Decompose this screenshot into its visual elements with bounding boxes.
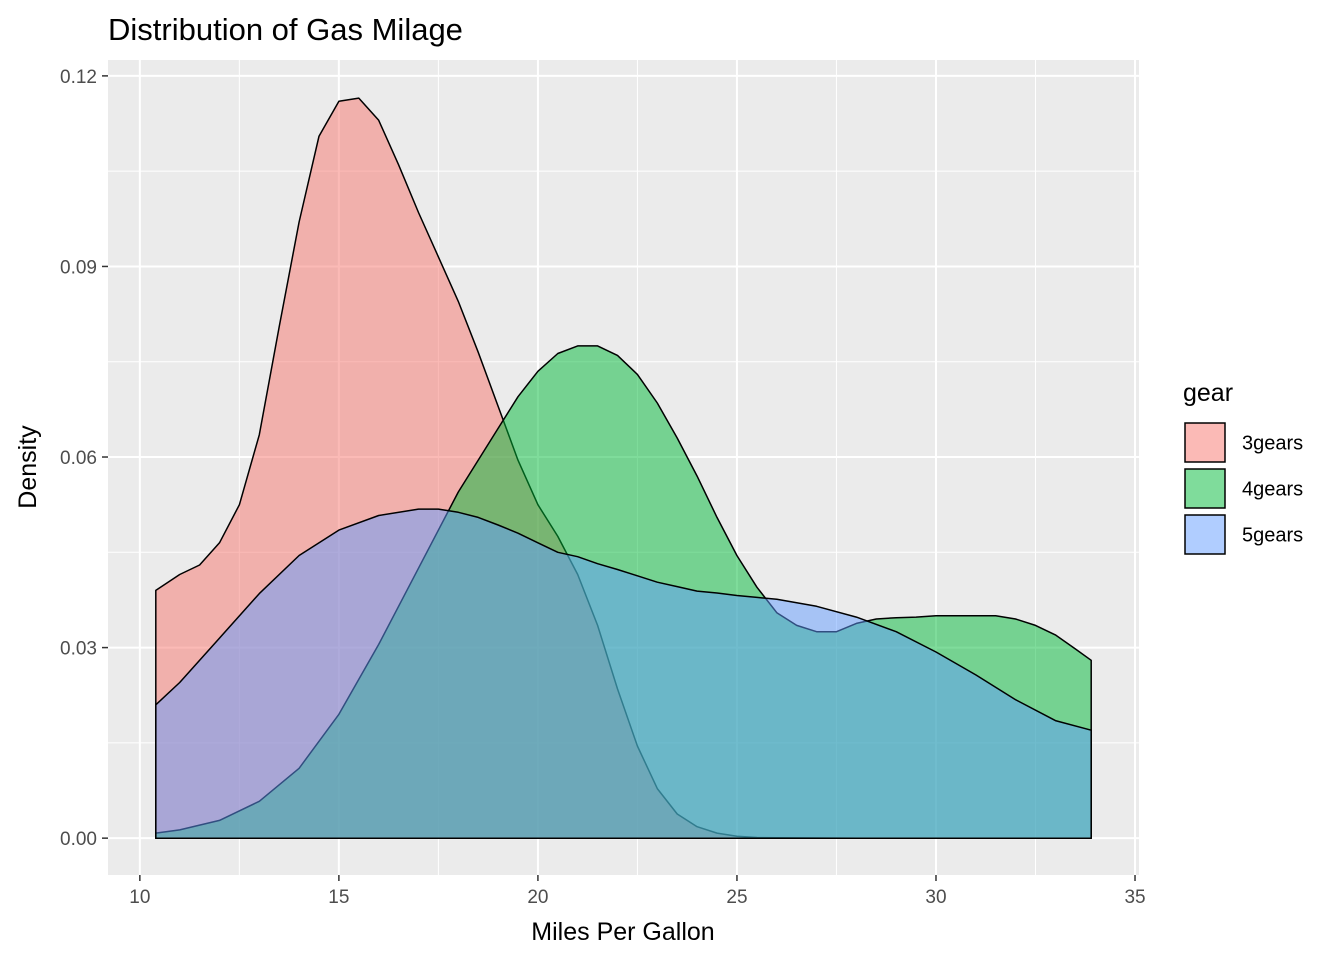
x-tick-label: 25	[726, 887, 747, 908]
legend-label: 4gears	[1242, 479, 1303, 501]
legend: gear 3gears 4gears 5gears	[1183, 379, 1303, 555]
chart-title: Distribution of Gas Milage	[108, 12, 463, 47]
legend-label: 3gears	[1242, 433, 1303, 455]
x-tick-label: 20	[527, 887, 548, 908]
y-tick-label: 0.03	[60, 639, 97, 660]
x-tick-label: 30	[925, 887, 946, 908]
legend-label: 5gears	[1242, 525, 1303, 547]
y-tick-label: 0.06	[60, 448, 97, 469]
x-tick-label: 15	[328, 887, 349, 908]
x-tick-label: 35	[1124, 887, 1145, 908]
density-areas	[155, 97, 1092, 839]
y-axis: 0.00 0.03 0.06 0.09 0.12	[60, 67, 108, 850]
legend-title: gear	[1183, 379, 1233, 407]
x-axis: 10 15 20 25 30 35	[129, 875, 1146, 908]
y-axis-title: Density	[14, 425, 42, 509]
legend-swatch	[1184, 422, 1226, 463]
legend-swatch	[1184, 514, 1226, 555]
y-tick-label: 0.12	[60, 67, 97, 88]
x-axis-title: Miles Per Gallon	[531, 918, 714, 946]
y-tick-label: 0.00	[60, 829, 97, 850]
y-tick-label: 0.09	[60, 257, 97, 278]
legend-swatch	[1184, 468, 1226, 509]
density-area-5gears	[155, 508, 1092, 839]
x-tick-label: 10	[129, 887, 150, 908]
